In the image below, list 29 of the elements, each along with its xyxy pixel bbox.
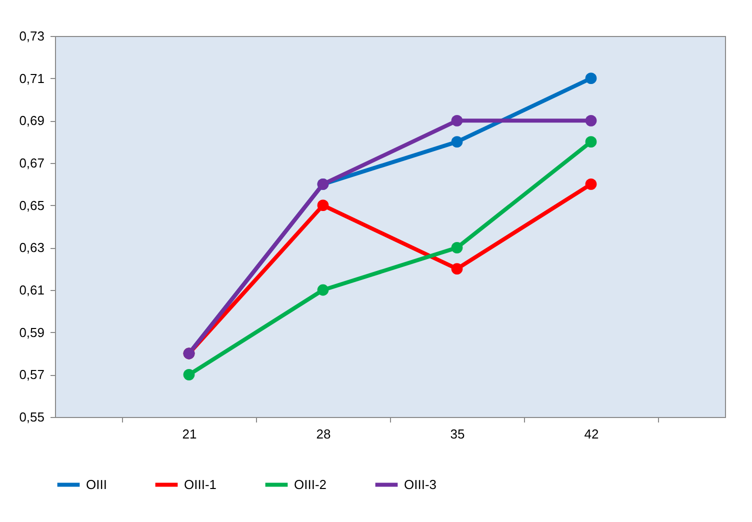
y-tick-label: 0,71 — [19, 70, 44, 86]
legend-label: OIII-2 — [294, 476, 327, 492]
y-tick-label: 0,67 — [19, 156, 44, 170]
point — [451, 114, 463, 126]
x-tick-label: 21 — [182, 426, 197, 442]
y-tick-label: 0,55 — [19, 410, 44, 424]
x-tick-label: 28 — [316, 426, 331, 442]
point — [585, 136, 597, 148]
y-tick-label: 0,73 — [19, 28, 44, 44]
point — [317, 284, 329, 296]
legend-label: OIII — [86, 476, 107, 492]
y-tick-label: 0,61 — [19, 282, 44, 298]
y-tick-label: 0,65 — [19, 198, 44, 213]
point — [451, 136, 463, 148]
point — [451, 263, 463, 275]
x-tick-label: 42 — [584, 426, 599, 442]
point — [451, 242, 463, 254]
y-tick-label: 0,57 — [19, 367, 44, 382]
point — [585, 72, 597, 84]
y-tick-label: 0,69 — [19, 113, 44, 128]
y-tick-label: 0,63 — [19, 240, 44, 256]
point — [183, 368, 195, 380]
point — [585, 114, 597, 126]
point — [585, 178, 597, 190]
legend-label: OIII-1 — [184, 476, 217, 492]
legend-label: OIII-3 — [404, 476, 437, 492]
x-tick-label: 35 — [450, 426, 465, 442]
y-tick-label: 0,59 — [19, 324, 44, 340]
point — [317, 200, 329, 212]
